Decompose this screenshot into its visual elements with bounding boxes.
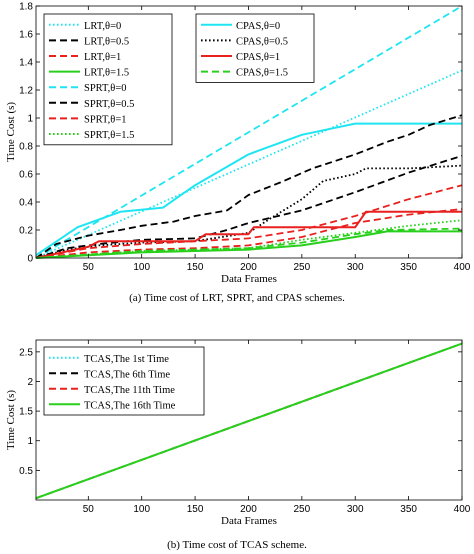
y-tick-label: 1 [27, 114, 33, 125]
x-tick-label: 50 [83, 262, 95, 273]
legend-b-legend: TCAS,The 1st Time TCAS,The 6th Time TCAS,T… [43, 346, 205, 416]
legend-label-tcas-the-11th-time: TCAS,The 11th Time [84, 385, 175, 396]
y-tick-label: 1.8 [19, 2, 33, 13]
x-tick-label: 400 [454, 262, 471, 273]
x-tick-label: 200 [240, 504, 257, 515]
y-tick-label: 0.2 [19, 226, 33, 237]
legend-label-sprt-1-5: SPRT,θ=1.5 [84, 130, 134, 141]
series-line-sprt-1 [35, 208, 463, 259]
legend-label-cpas-0-5: CPAS,θ=0.5 [236, 36, 288, 47]
x-tick-label: 300 [347, 504, 364, 515]
y-axis-label: Time Cost (s) [5, 102, 17, 162]
series-line-cpas-1-5 [35, 227, 463, 259]
series-group-a [35, 5, 463, 259]
legend-a-legend-right: CPAS,θ=0 CPAS,θ=0.5 CPAS,θ=1 CPAS,θ=1.5 [195, 13, 315, 83]
legend-label-cpas-1-5: CPAS,θ=1.5 [236, 68, 288, 79]
x-tick-label: 350 [400, 504, 417, 515]
series-line-lrt-1-5 [35, 230, 462, 259]
legend-label-lrt-0-5: LRT,θ=0.5 [84, 36, 129, 47]
y-tick-label: 0.5 [19, 466, 33, 477]
series-line-lrt-0-5 [35, 114, 463, 259]
y-tick-label: 0 [27, 254, 33, 265]
x-axis-label: Data Frames [221, 515, 277, 527]
series-group-b [35, 342, 463, 500]
series-line-cpas-0-5 [35, 164, 463, 259]
y-tick-label: 1.5 [19, 407, 33, 418]
legend-label-sprt-0-5: SPRT,θ=0.5 [84, 99, 134, 110]
y-tick-label: 0.6 [19, 170, 33, 181]
legend-label-lrt-1-5: LRT,θ=1.5 [84, 68, 129, 79]
y-tick-label: 2.5 [19, 347, 33, 358]
series-line-lrt-0 [35, 69, 463, 259]
x-tick-label: 100 [133, 504, 150, 515]
x-tick-label: 400 [454, 504, 471, 515]
chart-b-time-cost-tcas: 50 100 150 200 250 300 350 400 0.5 1 1.5 2 2.5 Data F… [5, 339, 471, 527]
x-tick-label: 350 [400, 262, 417, 273]
x-tick-label: 250 [294, 262, 311, 273]
series-line-cpas-1 [35, 210, 462, 259]
y-tick-label: 0.4 [19, 198, 33, 209]
y-tick-label: 1.6 [19, 30, 33, 41]
caption-a: (a) Time cost of LRT, SPRT, and CPAS sch… [129, 292, 345, 304]
series-line-lrt-1 [35, 184, 463, 259]
legend-label-lrt-1: LRT,θ=1 [84, 52, 121, 63]
legend-label-cpas-0: CPAS,θ=0 [236, 21, 280, 32]
y-axis-label: Time Cost (s) [5, 390, 17, 450]
series-line-sprt-0-5 [35, 154, 463, 259]
legend-label-tcas-the-1st-time: TCAS,The 1st Time [84, 354, 169, 365]
y-tick-label: 1.4 [19, 58, 33, 69]
x-tick-label: 300 [347, 262, 364, 273]
y-tick-label: 1.2 [19, 86, 33, 97]
legend-label-lrt-0: LRT,θ=0 [84, 21, 121, 32]
legend-label-tcas-the-16th-time: TCAS,The 16th Time [84, 400, 176, 411]
x-tick-label: 200 [240, 262, 257, 273]
x-tick-label: 100 [133, 262, 150, 273]
x-tick-label: 150 [187, 262, 204, 273]
legend-label-cpas-1: CPAS,θ=1 [236, 52, 280, 63]
y-tick-label: 0.8 [19, 142, 33, 153]
legend-a-legend-left: LRT,θ=0 LRT,θ=0.5 LRT,θ=1 LRT,θ=1.5 SPRT,θ=0… [43, 13, 173, 146]
x-tick-label: 50 [83, 504, 95, 515]
chart-a-time-cost-lrt-sprt-cpas: 50 100 150 200 250 300 350 400 0 0.2 0.4 0.6 0.8 1 1.2… [5, 2, 471, 286]
y-tick-label: 2 [27, 377, 33, 388]
y-tick-label: 1 [27, 436, 33, 447]
series-line-tcas-the-16th-time [35, 342, 463, 500]
axes-frame-b [35, 339, 463, 501]
legend-label-sprt-1: SPRT,θ=1 [84, 114, 127, 125]
x-tick-label: 150 [187, 504, 204, 515]
x-tick-label: 250 [294, 504, 311, 515]
x-axis-label: Data Frames [221, 273, 277, 285]
legend-label-tcas-the-6th-time: TCAS,The 6th Time [84, 369, 170, 380]
legend-box [43, 13, 173, 146]
legend-label-sprt-0: SPRT,θ=0 [84, 83, 127, 94]
series-line-cpas-0 [35, 122, 462, 257]
caption-b: (b) Time cost of TCAS scheme. [167, 539, 307, 551]
axes-frame-a [35, 5, 463, 259]
